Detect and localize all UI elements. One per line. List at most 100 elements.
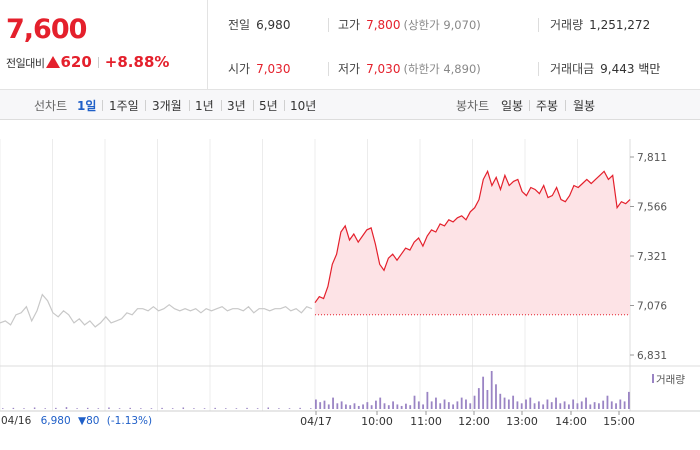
volume-bar [323, 400, 326, 409]
volume-bar [182, 407, 185, 409]
volume-bar [555, 397, 557, 409]
volume-bar [33, 407, 36, 409]
tab-1day[interactable]: 1일 [77, 99, 97, 113]
stat-label: 거래대금 [550, 62, 595, 76]
prev-day-rate: (-1.13%) [107, 415, 152, 427]
tab-1year[interactable]: 1년 [195, 99, 214, 113]
tab-5year[interactable]: 5년 [259, 99, 278, 113]
change-amount: 620 [60, 53, 92, 71]
tab-daily-candle[interactable]: 일봉 [501, 99, 524, 113]
stat-value: 7,030 [366, 62, 401, 76]
volume-bar [516, 401, 519, 409]
volume-bar [512, 395, 515, 409]
volume-bar [256, 408, 259, 409]
volume-bar [267, 407, 270, 409]
volume-bar [193, 408, 195, 409]
volume-bar [572, 399, 575, 409]
volume-bar [387, 405, 390, 409]
volume-bar [299, 407, 301, 409]
volume-legend-swatch [652, 374, 654, 383]
tab-1week[interactable]: 1주일 [109, 99, 139, 113]
y-tick-label: 7,811 [637, 152, 667, 164]
prev-day-summary: 04/16 6,980 ▼80 (-1.13%) [1, 415, 152, 427]
tab-10year[interactable]: 10년 [290, 99, 317, 113]
x-tick-label: 15:00 [603, 415, 635, 428]
tab-3year[interactable]: 3년 [227, 99, 246, 113]
volume-bar [345, 404, 347, 409]
quote-header: 7,600 전일대비 620 +8.88% 전일 6,980 고가 7,800 (상한가 … [0, 0, 700, 90]
divider [145, 100, 146, 111]
x-tick-label: 14:00 [555, 415, 587, 428]
volume-bar [161, 407, 163, 409]
volume-bar [203, 408, 206, 409]
prev-day-line [0, 293, 313, 328]
stat-value: 7,800 [366, 18, 401, 32]
volume-bar [606, 395, 609, 409]
volume-bar [327, 404, 330, 409]
volume-bar [383, 403, 386, 409]
volume-bar [315, 399, 317, 409]
volume-bar [225, 408, 227, 409]
volume-bar [456, 401, 459, 409]
volume-bar [482, 376, 485, 409]
tab-3month[interactable]: 3개월 [152, 99, 182, 113]
volume-bar [396, 404, 399, 409]
price-block: 7,600 전일대비 620 +8.88% [0, 0, 208, 90]
divider [97, 57, 99, 68]
volume-bar [55, 407, 57, 409]
volume-bar [278, 408, 280, 409]
volume-bar [460, 397, 463, 409]
candle-chart-label: 봉차트 [456, 99, 490, 113]
volume-bar [357, 405, 360, 409]
chart-series [0, 169, 631, 328]
volume-bar [340, 401, 343, 409]
volume-bar [452, 404, 455, 409]
current-price: 7,600 [6, 14, 87, 45]
volume-bar [246, 407, 248, 409]
volume-bar [495, 384, 497, 409]
volume-bar [542, 404, 545, 409]
stat-value: 9,443 백만 [600, 62, 661, 76]
stat-high: 고가 7,800 (상한가 9,070) [338, 16, 481, 33]
chart-tabbar: 선차트 1일 1주일 3개월 1년 3년 5년 10년 봉차트 일봉 주봉 월봉 [0, 90, 700, 120]
divider [529, 100, 530, 111]
stat-volume: 거래량 1,251,272 [550, 16, 650, 33]
volume-bar [550, 402, 553, 409]
volume-bar [619, 399, 622, 409]
x-tick-label: 04/17 [300, 415, 332, 428]
divider [538, 62, 539, 76]
volume-bar [422, 404, 424, 409]
y-tick-label: 7,076 [637, 301, 667, 313]
volume-bar [567, 404, 570, 409]
volume-bar [525, 399, 527, 409]
upper-limit: (상한가 9,070) [403, 18, 481, 32]
stat-value: 6,980 [256, 18, 291, 32]
volume-bar [597, 403, 600, 409]
divider [221, 100, 222, 111]
volume-bar [447, 402, 450, 409]
y-axis: 7,811 7,566 7,321 7,076 6,831 [630, 152, 667, 362]
volume-bar [366, 402, 369, 409]
stat-open: 시가 7,030 [228, 60, 290, 77]
stat-label: 시가 [228, 62, 251, 76]
change-rate: +8.88% [104, 53, 170, 71]
y-tick-label: 7,321 [637, 251, 667, 263]
volume-bar [580, 401, 583, 409]
volume-bar [529, 397, 532, 409]
stat-low: 저가 7,030 (하한가 4,890) [338, 60, 481, 77]
volume-bar [593, 402, 596, 409]
stat-label: 고가 [338, 18, 361, 32]
x-tick-label: 13:00 [506, 415, 538, 428]
volume-bar [86, 407, 89, 409]
volume-bar [2, 408, 4, 409]
x-tick-label: 10:00 [361, 415, 393, 428]
prev-day-close: 6,980 [41, 415, 71, 427]
up-triangle-icon [46, 56, 61, 68]
volume-bar [319, 402, 322, 409]
volume-bar [150, 408, 153, 409]
price-chart[interactable]: 7,811 7,566 7,321 7,076 6,831 04/17 10:00 11:0… [0, 121, 700, 450]
volume-bar [97, 408, 100, 409]
tab-monthly-candle[interactable]: 월봉 [573, 99, 596, 113]
tab-weekly-candle[interactable]: 주봉 [536, 99, 559, 113]
volume-bar [413, 395, 416, 409]
